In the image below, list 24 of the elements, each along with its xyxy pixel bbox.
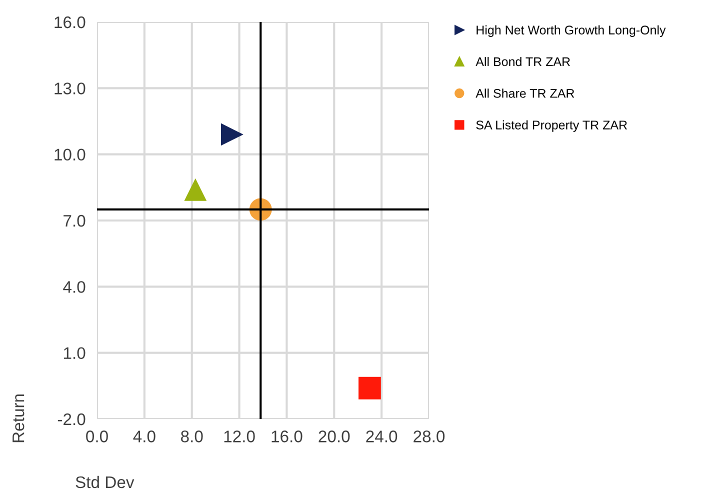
x-tick-label: 8.0: [181, 430, 203, 442]
x-tick-label: 28.0: [414, 430, 445, 442]
y-tick-label: 4.0: [63, 281, 86, 293]
x-tick-label: 4.0: [133, 430, 156, 442]
x-tick-label: 24.0: [366, 430, 398, 442]
y-tick-label: 16.0: [54, 16, 86, 28]
legend-label: SA Listed Property TR ZAR: [476, 120, 627, 132]
y-tick-label: 13.0: [54, 82, 86, 94]
point: [358, 376, 381, 400]
y-tick-label: 7.0: [64, 214, 86, 227]
y-axis-title: Return: [12, 394, 24, 442]
x-tick-label: 12.0: [224, 430, 255, 442]
legend-label: High Net Worth Growth Long-Only: [476, 25, 666, 37]
point: [184, 178, 207, 201]
x-tick-label: 0.0: [86, 430, 108, 442]
x-tick-label: 20.0: [318, 430, 350, 442]
y-tick-label: 1.0: [64, 347, 86, 360]
y-tick-label: -2.0: [58, 413, 86, 426]
legend-label: All Bond TR ZAR: [476, 56, 570, 66]
x-tick-label: 16.0: [272, 430, 302, 442]
legend-label: All Share TR ZAR: [476, 88, 574, 98]
y-tick-label: 10.0: [54, 148, 86, 161]
x-axis-title: Std Dev: [76, 476, 134, 488]
point: [220, 123, 244, 146]
